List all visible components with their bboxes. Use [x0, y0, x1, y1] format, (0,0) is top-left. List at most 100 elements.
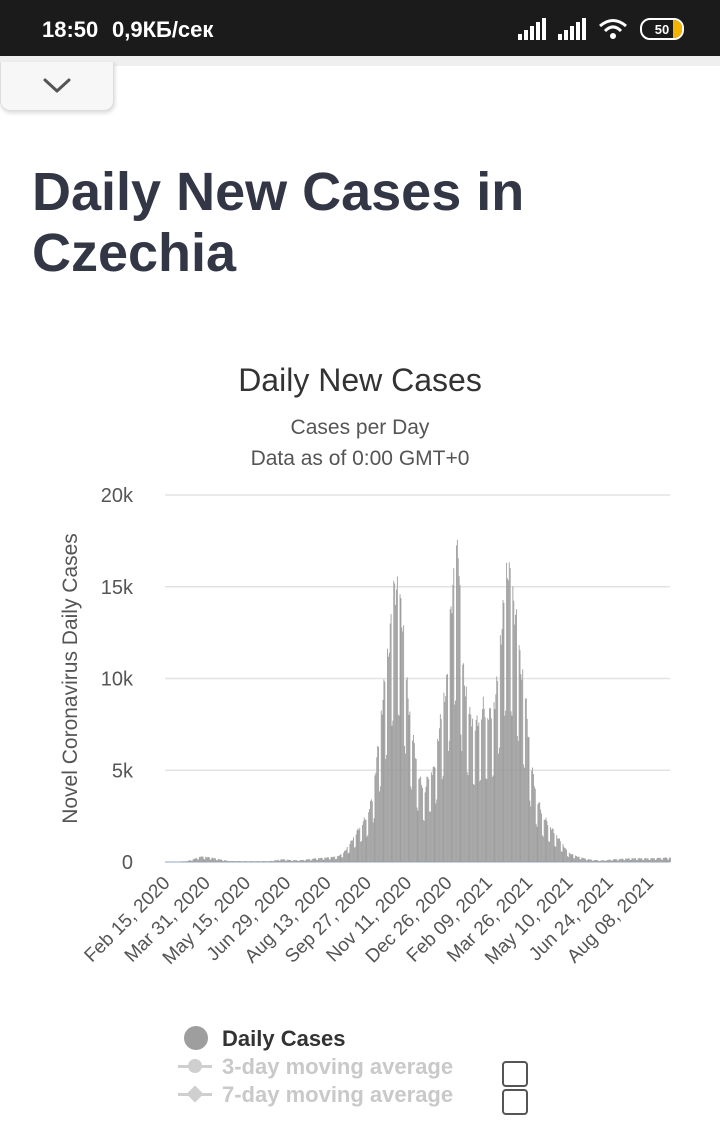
bar-daily-cases	[307, 859, 309, 862]
bar-daily-cases	[364, 819, 366, 862]
bar-daily-cases	[407, 698, 409, 862]
bar-daily-cases	[482, 696, 484, 862]
bar-daily-cases	[250, 861, 251, 862]
bar-daily-cases	[206, 857, 208, 862]
bar-daily-cases	[645, 858, 647, 862]
bar-daily-cases	[323, 859, 325, 862]
bar-daily-cases	[215, 858, 217, 862]
bar-daily-cases	[199, 856, 201, 862]
bar-daily-cases	[400, 598, 402, 862]
bar-daily-cases	[261, 861, 263, 862]
bar-daily-cases	[212, 858, 214, 862]
bar-daily-cases	[250, 861, 252, 862]
bar-daily-cases	[610, 859, 611, 862]
bar-daily-cases	[562, 844, 564, 862]
bar-daily-cases	[543, 819, 545, 862]
bar-daily-cases	[225, 860, 227, 862]
bar-daily-cases	[446, 674, 448, 862]
bar-daily-cases	[512, 586, 514, 862]
bar-daily-cases	[454, 704, 456, 862]
bar-daily-cases	[553, 833, 555, 862]
bar-daily-cases	[380, 710, 382, 862]
legend-diamond-marker-icon	[186, 1085, 204, 1103]
bar-daily-cases	[293, 860, 295, 862]
bar-daily-cases	[546, 820, 548, 862]
bar-daily-cases	[589, 859, 591, 862]
y-tick-label: 5k	[112, 760, 134, 782]
bar-daily-cases	[264, 861, 266, 862]
bar-daily-cases	[668, 859, 670, 862]
bar-daily-cases	[633, 858, 635, 862]
bar-daily-cases	[660, 858, 662, 862]
bar-daily-cases	[245, 861, 247, 862]
bar-daily-cases	[511, 715, 513, 862]
bar-daily-cases	[381, 714, 383, 862]
bar-daily-cases	[641, 858, 643, 862]
bar-daily-cases	[520, 674, 522, 862]
bar-daily-cases	[628, 858, 630, 862]
bar-daily-cases	[491, 776, 493, 862]
bar-daily-cases	[576, 856, 578, 862]
bar-daily-cases	[435, 803, 437, 862]
bar-daily-cases	[314, 858, 316, 862]
bar-daily-cases	[449, 609, 451, 862]
bar-daily-cases	[455, 700, 457, 862]
bar-daily-cases	[488, 720, 490, 862]
bar-daily-cases	[202, 856, 204, 862]
bar-daily-cases	[654, 859, 656, 862]
bar-daily-cases	[409, 711, 411, 862]
bar-daily-cases	[302, 859, 304, 862]
bar-daily-cases	[238, 861, 240, 862]
bar-daily-cases	[292, 860, 294, 862]
chart-data-timestamp: Data as of 0:00 GMT+0	[250, 447, 470, 470]
bar-daily-cases	[513, 600, 515, 862]
bar-daily-cases	[285, 860, 287, 862]
bar-daily-cases	[544, 819, 546, 862]
bar-daily-cases	[222, 860, 224, 862]
bar-daily-cases	[584, 858, 585, 862]
bar-daily-cases	[439, 714, 441, 862]
bar-daily-cases	[387, 648, 388, 862]
bar-daily-cases	[614, 859, 616, 862]
bar-daily-cases	[276, 860, 278, 862]
bar-daily-cases	[586, 860, 588, 862]
bar-daily-cases	[401, 627, 403, 862]
bar-daily-cases	[306, 859, 308, 862]
bar-daily-cases	[308, 859, 310, 862]
bar-daily-cases	[427, 776, 429, 862]
bar-daily-cases	[634, 858, 636, 862]
checkbox-3-day-average[interactable]	[502, 1061, 528, 1087]
bar-daily-cases	[565, 848, 567, 862]
bar-daily-cases	[535, 823, 537, 862]
bar-daily-cases	[293, 860, 294, 862]
bar-daily-cases	[317, 859, 319, 862]
bar-daily-cases	[461, 750, 463, 862]
bar-daily-cases	[593, 860, 595, 862]
bar-daily-cases	[532, 767, 534, 862]
bar-daily-cases	[296, 860, 298, 862]
bar-daily-cases	[603, 860, 605, 862]
bar-daily-cases	[228, 861, 230, 862]
checkbox-7-day-average[interactable]	[502, 1089, 528, 1115]
bar-daily-cases	[239, 861, 241, 862]
bar-daily-cases	[315, 858, 317, 862]
bar-daily-cases	[289, 860, 291, 862]
bar-daily-cases	[272, 861, 274, 862]
collapse-button[interactable]	[0, 62, 114, 111]
bar-daily-cases	[252, 861, 254, 862]
bar-daily-cases	[384, 681, 386, 862]
bar-daily-cases	[665, 857, 667, 862]
bar-daily-cases	[670, 857, 671, 862]
bar-daily-cases	[432, 766, 434, 862]
bar-daily-cases	[468, 713, 470, 862]
bar-daily-cases	[208, 857, 210, 862]
bar-daily-cases	[319, 857, 321, 862]
bar-daily-cases	[498, 747, 500, 862]
bar-daily-cases	[590, 859, 592, 862]
bar-daily-cases	[341, 857, 343, 862]
chart-subtitle: Cases per Day	[290, 416, 430, 439]
bar-daily-cases	[331, 857, 333, 862]
bar-daily-cases	[410, 786, 412, 862]
bar-daily-cases	[466, 772, 468, 862]
bar-daily-cases	[571, 854, 573, 862]
